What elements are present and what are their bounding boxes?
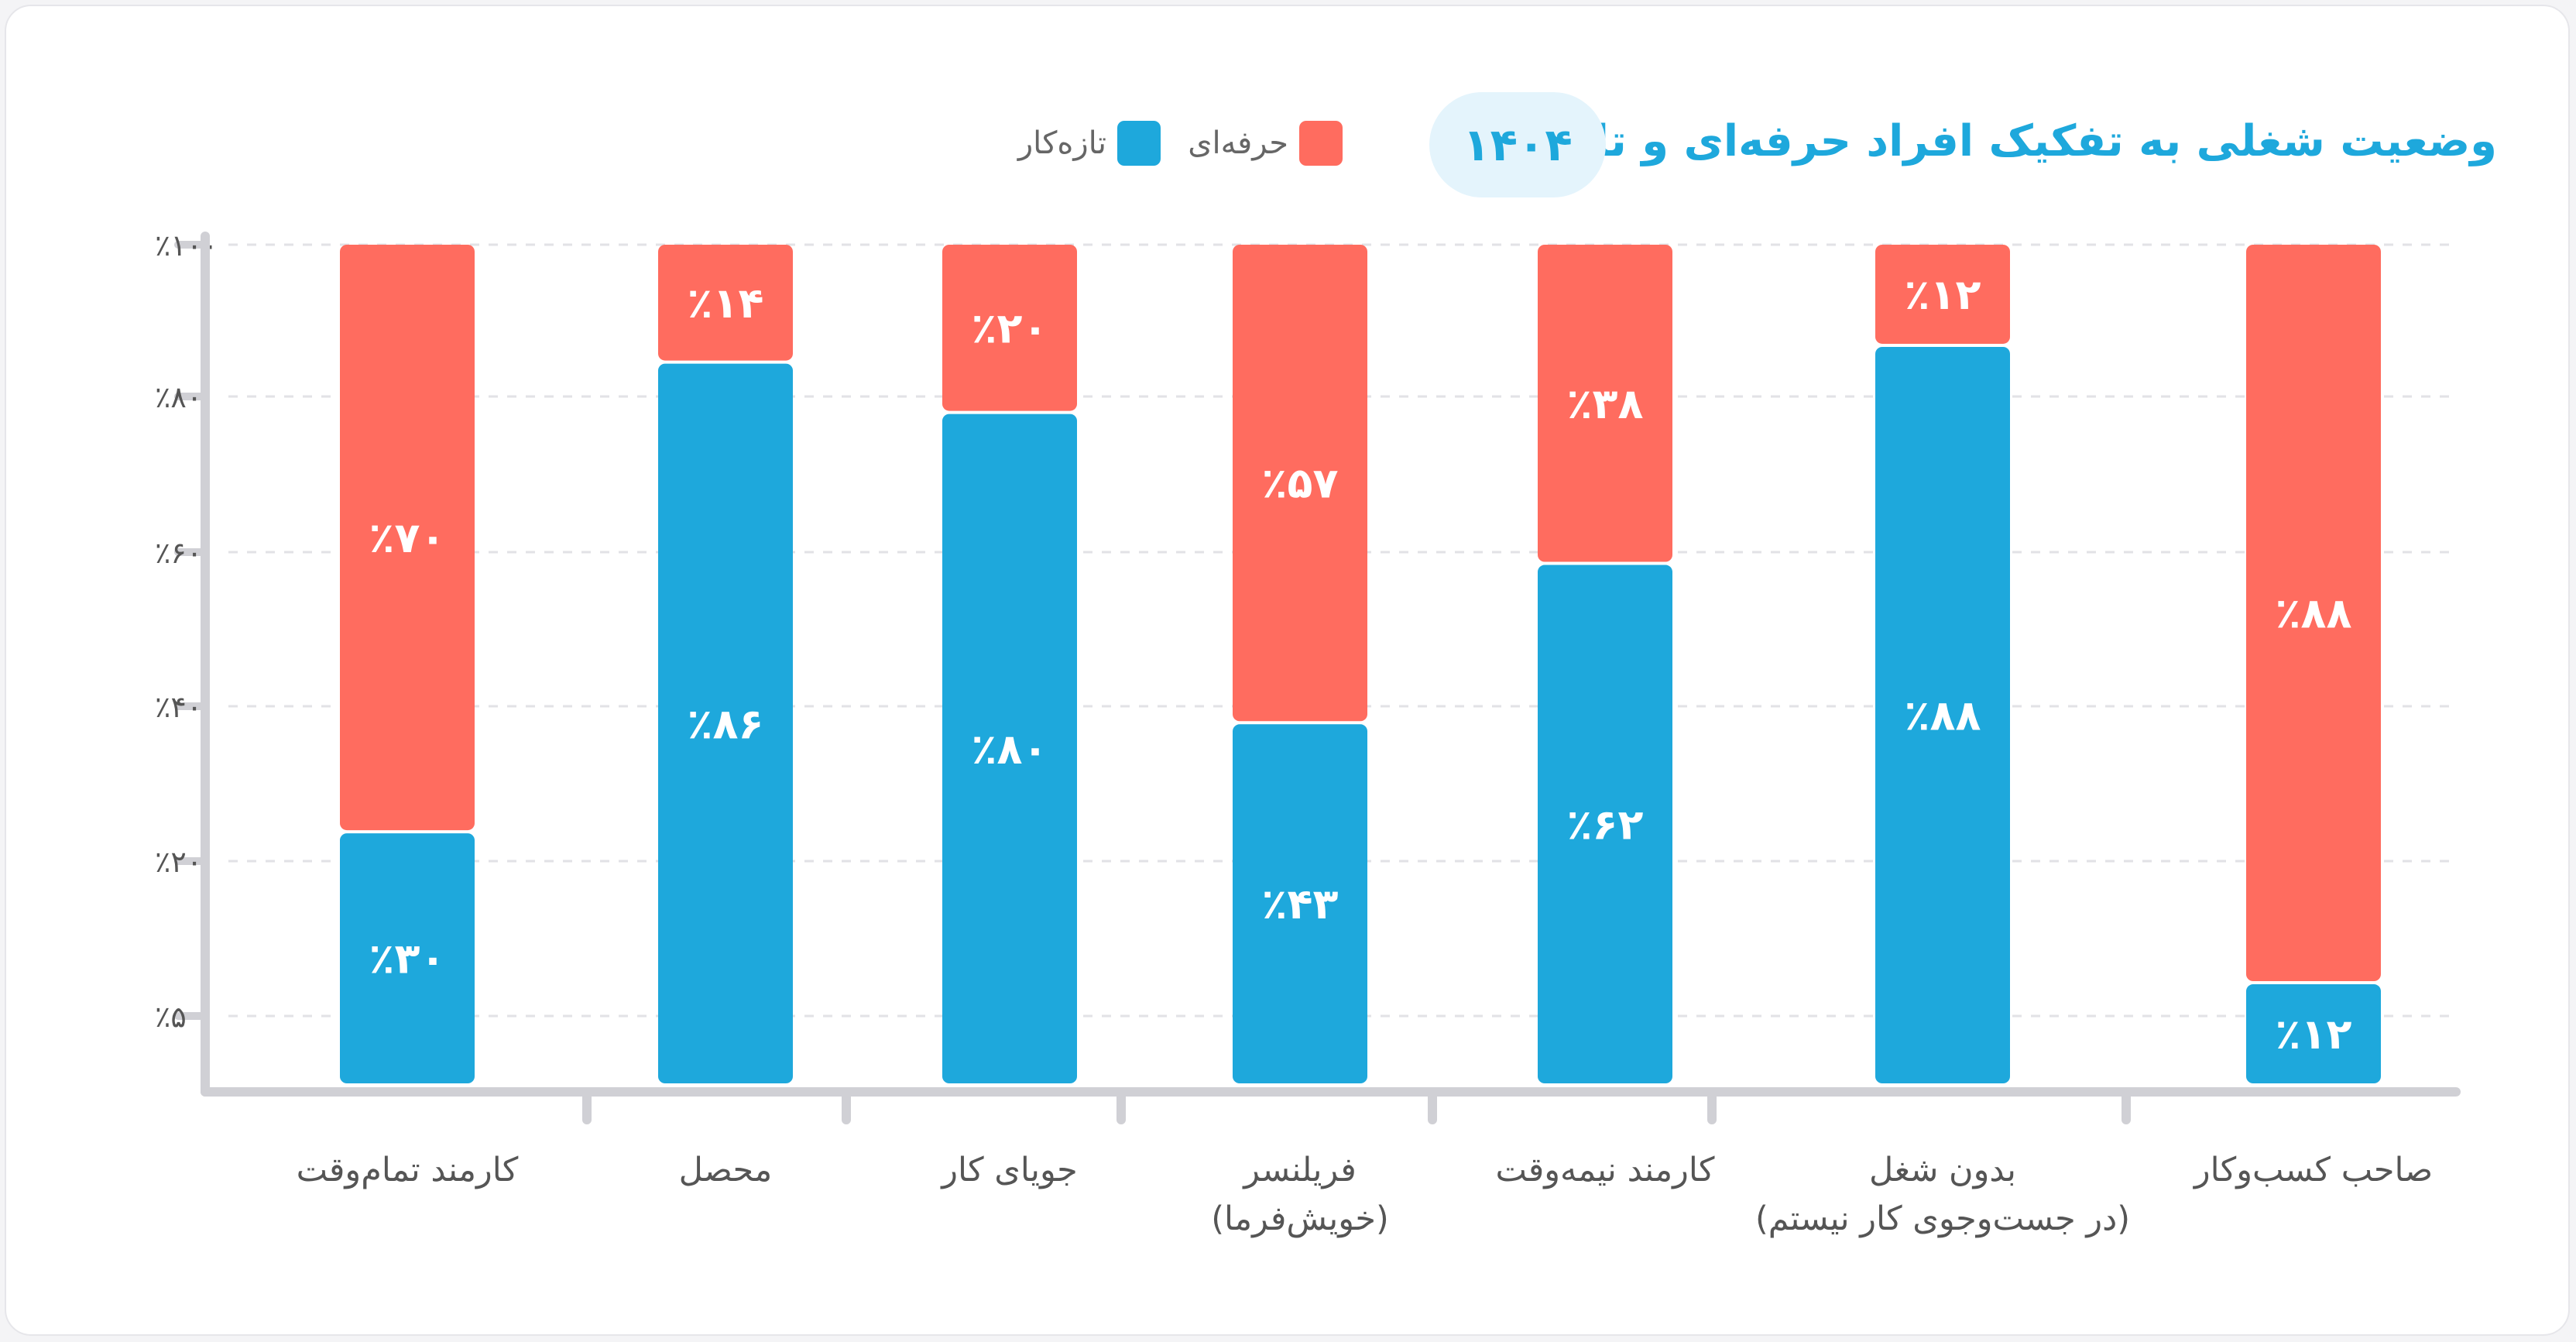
bar-segment-professional (340, 245, 475, 831)
x-category-label: محصل (679, 1151, 773, 1189)
bar-segment-professional (1233, 245, 1367, 722)
x-category-label: جویای کار (940, 1151, 1078, 1189)
data-label-newcomer: ٪۶۲ (1567, 800, 1644, 849)
chart-title: وضعیت شغلی به تفکیک افراد حرفه‌ای و تازه… (1477, 116, 2497, 166)
x-category-sublabel: (خویش‌فرما) (1211, 1200, 1389, 1238)
bar-segment-newcomer (658, 363, 793, 1083)
data-label-professional: ٪۸۸ (2276, 589, 2352, 638)
y-tick-label: ٪۶۰ (155, 536, 202, 570)
x-category-label: کارمند تمام‌وقت (297, 1151, 519, 1189)
legend-swatch-professional (1299, 121, 1343, 166)
bar-segment-professional (1875, 245, 2010, 344)
legend-item-professional: حرفه‌ای (1188, 121, 1343, 166)
x-category-label: کارمند نیمه‌وقت (1496, 1151, 1716, 1189)
data-label-newcomer: ٪۸۸ (1905, 691, 1981, 740)
legend-swatch-newcomer (1117, 121, 1161, 166)
year-badge: ۱۴۰۴ (1429, 92, 1606, 197)
x-category-label: صاحب کسب‌وکار (2193, 1151, 2433, 1189)
bar-segment-newcomer (2246, 984, 2381, 1083)
bar-segment-newcomer (1233, 724, 1367, 1083)
data-label-newcomer: ٪۱۲ (2276, 1010, 2352, 1059)
x-category-label: فریلنسر (1242, 1151, 1357, 1189)
bar-segment-newcomer (942, 414, 1077, 1083)
data-label-newcomer: ٪۴۳ (1262, 880, 1339, 928)
bar-segment-professional (1538, 245, 1672, 562)
x-category-sublabel: (در جست‌وجوی کار نیستم) (1755, 1200, 2130, 1238)
data-label-professional: ٪۲۰ (972, 304, 1048, 352)
data-label-newcomer: ٪۸۰ (972, 725, 1048, 774)
bar-segment-professional (658, 245, 793, 361)
data-label-newcomer: ٪۳۰ (369, 935, 446, 983)
legend-label-professional: حرفه‌ای (1188, 125, 1288, 161)
x-category-label: بدون شغل (1869, 1151, 2016, 1189)
data-label-professional: ٪۱۲ (1905, 270, 1981, 319)
y-tick-label: ٪۲۰ (155, 845, 202, 879)
data-label-newcomer: ٪۸۶ (688, 699, 764, 748)
bar-segment-professional (2246, 245, 2381, 982)
data-label-professional: ٪۷۰ (369, 513, 446, 562)
bar-segment-newcomer (1538, 565, 1672, 1083)
y-tick-label: ٪۵ (155, 1000, 187, 1034)
y-tick-label: ٪۸۰ (155, 380, 202, 414)
bar-segment-professional (942, 245, 1077, 411)
legend-item-newcomer: تازه‌کار (1018, 121, 1161, 166)
bar-segment-newcomer (340, 833, 475, 1083)
data-label-professional: ٪۱۴ (688, 279, 764, 328)
y-tick-label: ٪۴۰ (155, 690, 202, 724)
data-label-professional: ٪۳۸ (1567, 379, 1644, 428)
legend-label-newcomer: تازه‌کار (1017, 125, 1106, 161)
data-label-professional: ٪۵۷ (1262, 459, 1339, 508)
bar-segment-newcomer (1875, 346, 2010, 1084)
